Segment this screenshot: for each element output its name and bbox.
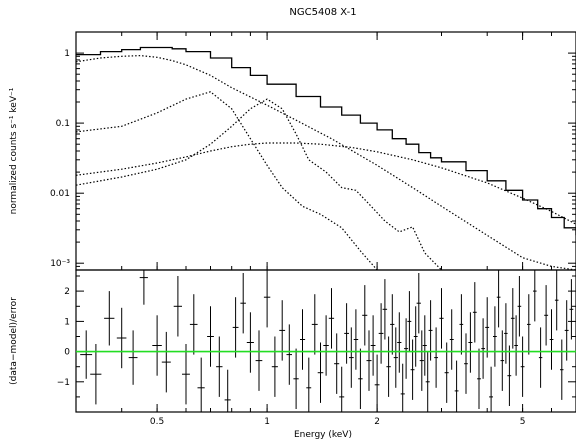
model-component-3 bbox=[76, 91, 378, 270]
y-tick-label: 1 bbox=[64, 49, 70, 59]
y-tick-label: 0.1 bbox=[56, 119, 70, 129]
model-component-4 bbox=[76, 98, 442, 270]
x-tick-label: 0.5 bbox=[150, 417, 164, 427]
residuals-y-axis-label: (data−model)/error bbox=[9, 297, 19, 385]
spectrum-x-ticks bbox=[75, 32, 576, 270]
spectrum-y-axis-label: normalized counts s⁻¹ keV⁻¹ bbox=[9, 87, 19, 214]
spectrum-data bbox=[76, 46, 576, 236]
res-y-tick-label: 1 bbox=[64, 317, 70, 327]
x-axis-label: Energy (keV) bbox=[294, 430, 352, 440]
x-tick-label: 1 bbox=[264, 417, 270, 427]
spectrum-y-ticks: 1 0.1 0.01 10⁻³ bbox=[50, 31, 576, 271]
x-tick-label: 5 bbox=[520, 417, 526, 427]
residuals-data bbox=[80, 270, 574, 412]
spectrum-panel-frame bbox=[75, 31, 576, 271]
residuals-panel-frame bbox=[75, 269, 576, 413]
res-y-tick-label: 2 bbox=[64, 287, 70, 297]
spectrum-panel: 1 0.1 0.01 10⁻³ normalized counts s⁻¹ keV⁻¹ bbox=[9, 31, 576, 271]
y-tick-label: 10⁻³ bbox=[50, 259, 70, 269]
model-components bbox=[76, 54, 576, 270]
res-y-tick-label: 0 bbox=[64, 348, 70, 358]
res-y-tick-label: −1 bbox=[57, 378, 70, 388]
y-tick-label: 0.01 bbox=[50, 189, 70, 199]
model-component-1 bbox=[76, 54, 576, 270]
chart-title: NGC5408 X-1 bbox=[289, 7, 356, 18]
model-component-2 bbox=[76, 142, 576, 225]
spectrum-step-line bbox=[76, 46, 576, 236]
residuals-panel: 2 1 0 −1 0.5 1 2 5 (data−model)/error bbox=[9, 269, 576, 427]
x-tick-label: 2 bbox=[374, 417, 380, 427]
residuals-x-ticks: 0.5 1 2 5 bbox=[75, 404, 576, 427]
